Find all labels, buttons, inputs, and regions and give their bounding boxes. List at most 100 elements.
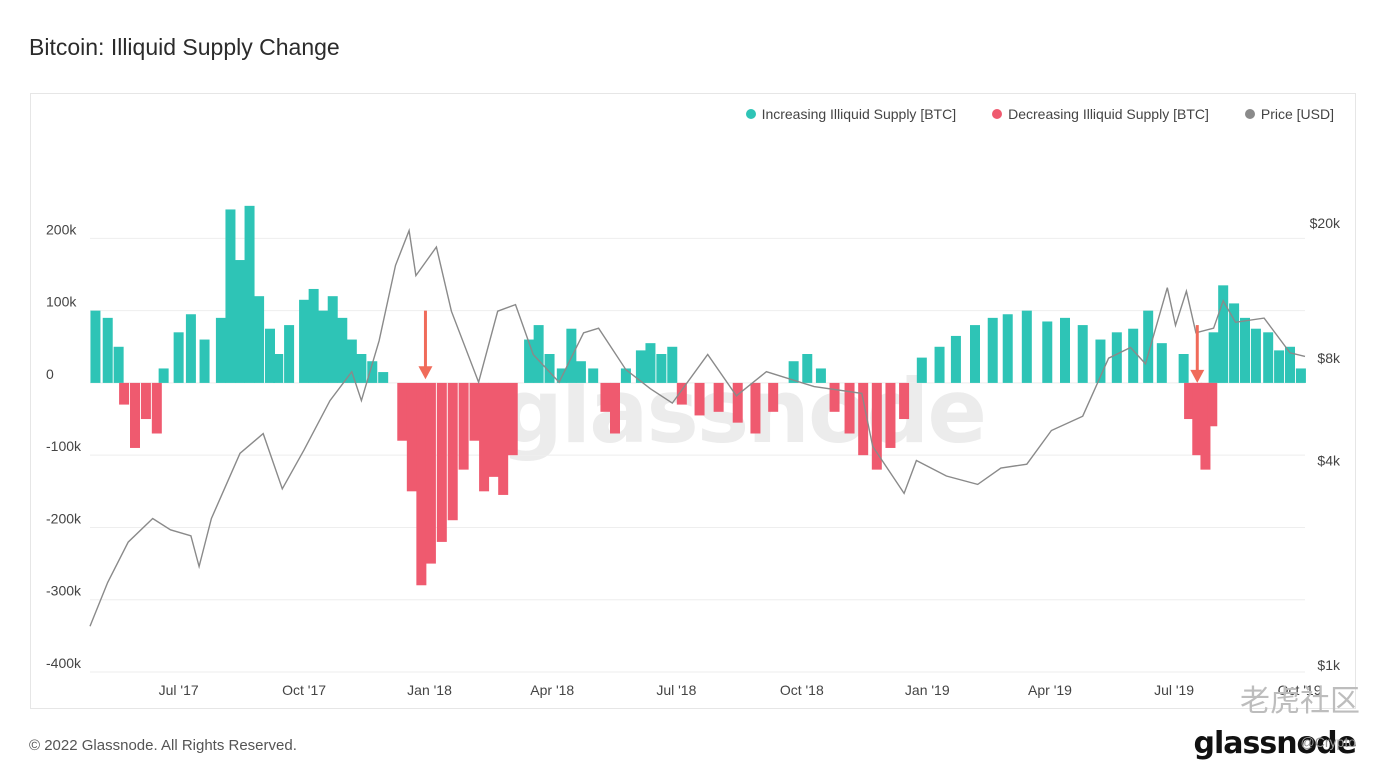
copyright-text: © 2022 Glassnode. All Rights Reserved. — [29, 737, 297, 754]
decreasing-bar — [1207, 382, 1218, 427]
glassnode-logo: glassnode — [1193, 726, 1357, 761]
decreasing-bar — [871, 382, 882, 470]
increasing-bar — [544, 354, 555, 383]
y-left-tick-label: 100k — [46, 294, 77, 310]
increasing-bar — [635, 350, 646, 383]
increasing-bar — [1240, 317, 1250, 383]
increasing-bar — [1021, 310, 1032, 383]
increasing-bar — [244, 205, 255, 383]
increasing-bar — [524, 339, 535, 383]
decreasing-bar — [858, 382, 869, 456]
increasing-bar — [1218, 285, 1229, 383]
increasing-bar — [667, 346, 678, 383]
legend-dot-increasing — [745, 109, 756, 119]
increasing-bar — [327, 296, 338, 383]
decreasing-bar — [130, 382, 140, 448]
increasing-bar — [1111, 332, 1122, 383]
legend-dot-price — [1244, 109, 1255, 119]
decreasing-bar — [447, 382, 458, 521]
increasing-bar — [1002, 314, 1013, 383]
decreasing-bar — [119, 382, 130, 405]
increasing-bar — [356, 354, 367, 383]
decreasing-bar — [899, 382, 910, 420]
increasing-bar — [1263, 332, 1274, 383]
y-left-tick-label: -300k — [46, 583, 82, 599]
increasing-bar — [1285, 346, 1295, 383]
increasing-bar — [970, 325, 980, 383]
increasing-bar — [158, 368, 169, 383]
decreasing-bar — [610, 382, 620, 434]
x-tick-label: Jul '19 — [1154, 682, 1194, 698]
increasing-bar — [1178, 354, 1189, 383]
legend-label-price: Price [USD] — [1260, 106, 1334, 122]
increasing-bar — [575, 361, 586, 383]
increasing-bar — [656, 354, 667, 383]
increasing-bar — [533, 325, 544, 383]
decreasing-bar — [844, 382, 855, 434]
decreasing-bar — [750, 382, 761, 434]
decreasing-bar — [507, 382, 518, 456]
y-right-tick-label: $8k — [1317, 350, 1341, 366]
y-left-tick-label: 0 — [46, 366, 54, 382]
handle-watermark: @Crypto — [1300, 734, 1356, 750]
increasing-bar — [185, 314, 196, 383]
increasing-bar — [265, 328, 275, 383]
increasing-bar — [802, 354, 813, 383]
increasing-bar — [588, 368, 599, 383]
increasing-bar — [566, 328, 577, 383]
page-title: Bitcoin: Illiquid Supply Change — [29, 34, 340, 60]
decreasing-bar — [1200, 382, 1211, 470]
x-tick-label: Oct '19 — [1278, 682, 1322, 698]
decreasing-bar — [140, 382, 151, 420]
increasing-bar — [1095, 339, 1106, 383]
decreasing-bar — [479, 382, 490, 492]
increasing-bar — [337, 317, 348, 383]
y-left-tick-label: -200k — [46, 510, 82, 526]
increasing-bar — [1060, 317, 1070, 383]
chart-frame — [30, 93, 1356, 709]
increasing-bar — [1143, 310, 1154, 383]
decreasing-bar — [397, 382, 408, 441]
legend-item-price[interactable]: Price [USD] — [1244, 106, 1334, 122]
increasing-bar — [788, 361, 799, 383]
increasing-bar — [173, 332, 184, 383]
x-tick-label: Jan '18 — [407, 682, 452, 698]
decreasing-bar — [768, 382, 779, 412]
decreasing-bar — [676, 382, 687, 405]
increasing-bar — [1077, 325, 1088, 383]
decreasing-bar — [469, 382, 480, 441]
increasing-bar — [308, 288, 319, 383]
increasing-bar — [934, 346, 945, 383]
increasing-bar — [102, 317, 113, 383]
x-tick-label: Oct '18 — [780, 682, 824, 698]
x-tick-label: Jul '18 — [656, 682, 696, 698]
increasing-bar — [215, 317, 226, 383]
decreasing-bar — [416, 382, 427, 586]
increasing-bar — [1042, 321, 1053, 383]
annotation-arrows — [418, 310, 1205, 383]
increasing-bar — [254, 296, 265, 383]
annotation-arrow-head — [418, 366, 433, 380]
increasing-bar — [318, 310, 329, 383]
increasing-bar — [284, 325, 295, 383]
y-left-tick-label: 200k — [46, 221, 77, 237]
decreasing-bar — [498, 382, 509, 495]
increasing-bar — [645, 343, 656, 383]
decreasing-bar — [488, 382, 499, 477]
y-left-tick-label: -100k — [46, 438, 82, 454]
increasing-bar — [299, 299, 310, 383]
increasing-bar — [378, 372, 389, 383]
y-left-tick-label: -400k — [46, 655, 82, 671]
increasing-bar — [346, 339, 357, 383]
increasing-bar — [1156, 343, 1167, 383]
increasing-bar — [1274, 350, 1285, 383]
x-tick-label: Apr '18 — [530, 682, 574, 698]
x-tick-label: Apr '19 — [1028, 682, 1072, 698]
legend-item-increasing[interactable]: Increasing Illiquid Supply [BTC] — [745, 106, 956, 122]
increasing-bar — [90, 310, 101, 383]
decreasing-bar — [885, 382, 896, 448]
chart-legend: Increasing Illiquid Supply [BTC] Decreas… — [745, 106, 1334, 122]
decreasing-bar — [406, 382, 417, 492]
legend-item-decreasing[interactable]: Decreasing Illiquid Supply [BTC] — [992, 106, 1209, 122]
